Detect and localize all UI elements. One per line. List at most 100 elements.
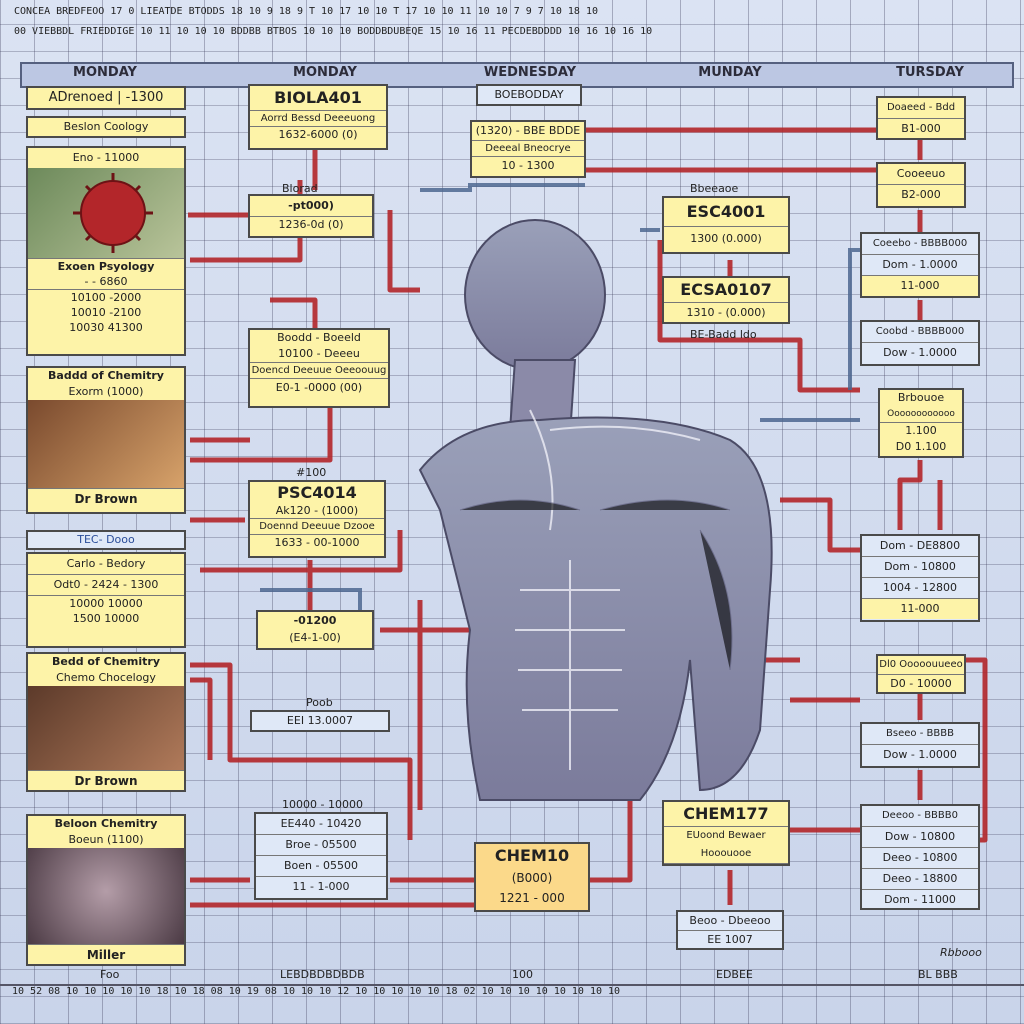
right-card-2-l2: B2-000 <box>878 184 964 205</box>
left-card-3-sub: Exorm (1000) <box>68 385 144 398</box>
chem10-l2: 1221 - 000 <box>499 891 565 905</box>
right-card-7-l2: D0 - 10000 <box>878 674 964 692</box>
left-card-2-time-3: 10030 41300 <box>69 321 143 334</box>
box2-card[interactable]: -pt000) 1236-0d (0) <box>248 194 374 238</box>
right-card-8-l2: Dow - 1.0000 <box>862 744 978 765</box>
right-card-9-l5: Dom - 11000 <box>862 889 978 908</box>
left-card-1-title[interactable]: ADrenoed | -1300 <box>26 86 186 110</box>
right-card-7-l1: Dl0 Ooooouueeo <box>879 659 963 670</box>
right-card-6[interactable]: Dom - DE8800 Dom - 10800 1004 - 12800 11… <box>860 534 980 622</box>
left-card-3[interactable]: Baddd of Chemitry Exorm (1000) Dr Brown <box>26 366 186 514</box>
right-card-7[interactable]: Dl0 Ooooouueeo D0 - 10000 <box>876 654 966 694</box>
right-card-5[interactable]: Brbouoe Oooooooooooo 1.100 D0 1.100 <box>878 388 964 458</box>
box-bottom-card[interactable]: Beoo - Dbeeoo EE 1007 <box>676 910 784 950</box>
pipe <box>420 183 585 192</box>
right-card-9[interactable]: Deeoo - BBBB0 Dow - 10800 Deeo - 10800 D… <box>860 804 980 910</box>
biola-card[interactable]: BIOLA401 Aorrd Bessd Deeeuong 1632-6000 … <box>248 84 388 150</box>
psc-head: #100 <box>296 466 327 479</box>
virus-image <box>28 168 184 258</box>
portrait-image <box>28 686 184 770</box>
wed-l1: (1320) - BBE BDDE <box>475 124 581 137</box>
left-card-5-title: Bedd of Chemitry <box>51 655 161 668</box>
box5-card[interactable]: -01200 (E4-1-00) <box>256 610 374 650</box>
day-header-bar <box>20 62 1014 88</box>
psc-title: PSC4014 <box>277 483 357 502</box>
chem177-card[interactable]: CHEM177 EUoond Bewaer Hooouooe 1632 - 10… <box>662 800 790 866</box>
header-row-2: 00 VIEBBDL FRIEDDIGE 10 11 10 10 10 BDDB… <box>14 26 653 37</box>
right-card-3-l2: Dom - 1.0000 <box>862 254 978 275</box>
right-card-5-l4: D0 1.100 <box>895 440 947 453</box>
right-card-4[interactable]: Coobd - BBBB000 Dow - 1.0000 <box>860 320 980 366</box>
box-bottom-l2: EE 1007 <box>678 930 782 948</box>
right-card-2[interactable]: Cooeeuo B2-000 <box>876 162 966 208</box>
lab-image <box>28 400 184 488</box>
box2-time: 1236-0d (0) <box>250 216 372 232</box>
pipe <box>657 240 860 393</box>
right-card-6-l4: 11-000 <box>862 598 978 619</box>
muscle-line <box>599 499 731 511</box>
footer-mid-2: 100 <box>512 968 533 981</box>
left-card-4-line: Odt0 - 2424 - 1300 <box>28 574 184 595</box>
pipe <box>270 297 318 330</box>
footer-numbers: 10 52 08 10 10 10 10 10 18 10 18 08 10 1… <box>0 984 1024 1006</box>
day-header-2[interactable]: MONDAY <box>293 65 357 80</box>
left-card-5-sub: Chemo Chocelogy <box>56 671 156 684</box>
wed-label[interactable]: BOEBODDAY <box>476 84 582 106</box>
box2-title: -pt000) <box>288 199 334 212</box>
psc-card[interactable]: PSC4014 Ak120 - (1000) Doennd Deeuue Dzo… <box>248 480 386 558</box>
day-header-1[interactable]: MONDAY <box>73 65 137 80</box>
pipe <box>260 588 362 610</box>
left-card-2[interactable]: Eno - 11000 Exoen Psyology - - 6860 1010… <box>26 146 186 356</box>
left-card-5-caption: Dr Brown <box>28 770 184 790</box>
left-card-4[interactable]: Carlo - Bedory Odt0 - 2424 - 1300 10000 … <box>26 552 186 648</box>
psc-l2: Doennd Deeuue Dzooe <box>250 518 384 534</box>
box3-l4: E0-1 -0000 (00) <box>250 378 388 397</box>
left-card-5[interactable]: Bedd of Chemitry Chemo Chocelogy Dr Brow… <box>26 652 186 792</box>
esc2-time: 1310 - (0.000) <box>664 302 788 322</box>
left-card-1-sub[interactable]: Beslon Coology <box>26 116 186 138</box>
footer-left: Foo <box>100 968 120 981</box>
biola-sub: Aorrd Bessd Deeeuong <box>250 110 386 126</box>
esc2-card[interactable]: ECSA0107 1310 - (0.000) <box>662 276 790 324</box>
pipe <box>190 662 413 840</box>
chem10-card[interactable]: CHEM10 (B000) 1221 - 000 <box>474 842 590 912</box>
creature-image <box>28 848 184 944</box>
box7-l2: Broe - 05500 <box>256 834 386 855</box>
left-card-4-time-2: 1500 10000 <box>72 612 140 625</box>
psc-l3: 1633 - 00-1000 <box>250 534 384 550</box>
esc2-title: ECSA0107 <box>680 280 772 299</box>
tendon-line <box>549 425 701 441</box>
box7-card[interactable]: EE440 - 10420 Broe - 05500 Boen - 05500 … <box>254 812 388 900</box>
box6-card[interactable]: EEI 13.0007 <box>250 710 390 732</box>
right-card-5-l3: 1.100 <box>880 422 962 439</box>
day-header-5[interactable]: TURSDAY <box>896 65 964 80</box>
left-card-2-caption: Exoen Psyology <box>28 258 184 274</box>
muscle-line <box>459 499 581 511</box>
left-card-6[interactable]: Beloon Chemitry Boeun (1100) Miller <box>26 814 186 966</box>
day-header-4[interactable]: MUNDAY <box>698 65 762 80</box>
day-header-3[interactable]: WEDNESDAY <box>483 65 577 80</box>
box7-l4: 11 - 1-000 <box>256 876 386 897</box>
box2-head: Blorad <box>282 182 318 195</box>
header-row-1: CONCEA BREDFEOO 17 0 LIEATDE BTODDS 18 1… <box>14 6 598 17</box>
wed-l2: Deeeal Bneocrye <box>472 140 584 156</box>
esc1-card[interactable]: ESC4001 1300 (0.000) <box>662 196 790 254</box>
box3-card[interactable]: Boodd - Boeeld 10100 - Deeeu Doencd Deeu… <box>248 328 390 408</box>
left-card-2-title: Eno - 11000 <box>72 151 140 164</box>
virus-icon <box>73 173 153 253</box>
pipe <box>200 530 403 573</box>
left-card-4-title[interactable]: TEC- Dooo <box>26 530 186 550</box>
right-card-3[interactable]: Coeebo - BBBB000 Dom - 1.0000 11-000 <box>860 232 980 298</box>
box5-title: -01200 <box>293 614 337 627</box>
chem177-title: CHEM177 <box>683 804 769 823</box>
right-card-8[interactable]: Bseeo - BBBB Dow - 1.0000 <box>860 722 980 768</box>
right-card-1[interactable]: Doaeed - Bdd B1-000 <box>876 96 966 140</box>
right-card-9-l3: Deeo - 10800 <box>862 847 978 868</box>
wed-l3: 10 - 1300 <box>472 156 584 175</box>
wed-card[interactable]: (1320) - BBE BDDE Deeeal Bneocrye 10 - 1… <box>470 120 586 178</box>
right-card-6-l2: Dom - 10800 <box>862 556 978 577</box>
esc1-title: ESC4001 <box>686 202 766 221</box>
chem177-l2: 1632 - 10-000 <box>664 863 788 864</box>
chem177-l1: EUoond Bewaer Hooouooe <box>664 826 788 863</box>
box-bottom-l1: Beoo - Dbeeoo <box>689 914 771 927</box>
